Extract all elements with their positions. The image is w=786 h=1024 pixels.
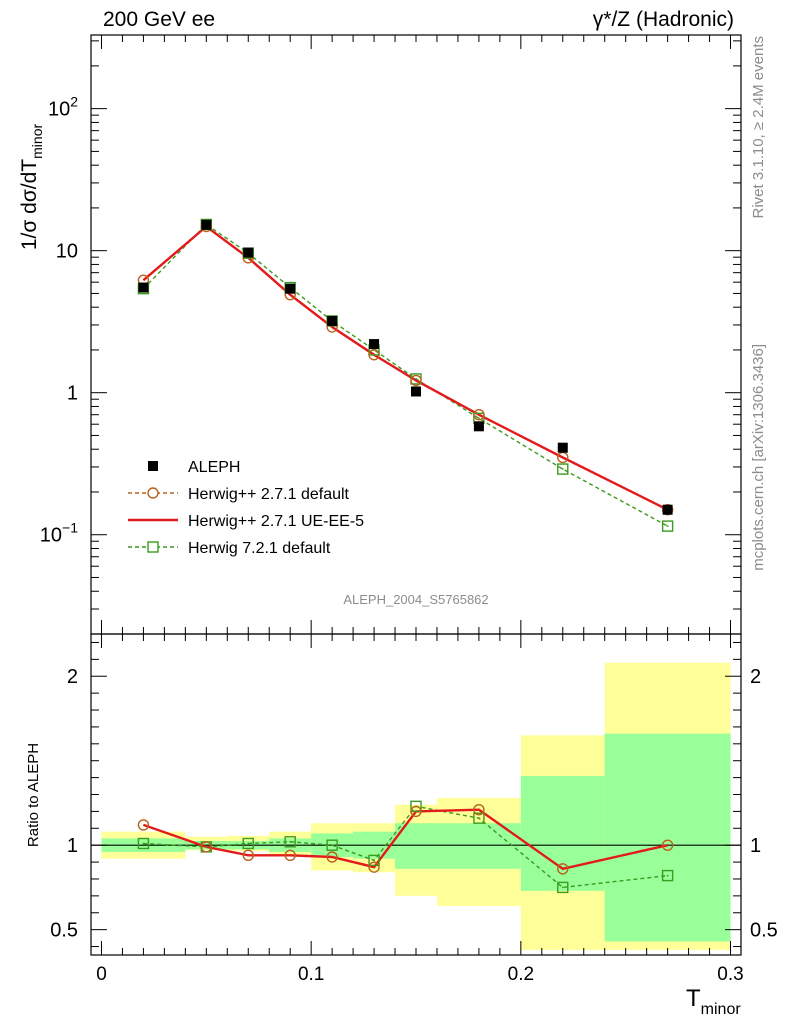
legend-label-aleph: ALEPH [188, 459, 240, 476]
ratio-point-herwig-default [661, 839, 674, 851]
main-point-herwig721-dot [666, 525, 669, 528]
rivet-label: Rivet 3.1.10, ≥ 2.4M events [750, 36, 767, 219]
main-ylabel: 1/σ dσ/dTminor [18, 124, 45, 251]
ratio-ytick-label-right: 2 [750, 666, 761, 688]
main-ytick-label: 10−1 [40, 520, 78, 547]
ratio-ylabel: Ratio to ALEPH [25, 743, 42, 847]
main-point-herwig721 [557, 463, 569, 475]
ratio-ytick-label-right: 0.5 [750, 920, 778, 942]
xlabel-sub: minor [701, 1001, 742, 1018]
ratio-point-herwig-default [137, 819, 150, 831]
ratio-point-herwig721 [284, 836, 296, 848]
main-point-aleph [327, 315, 338, 326]
ratio-ytick-label: 2 [67, 666, 78, 688]
header-process: γ*/Z (Hadronic) [593, 8, 734, 31]
ratio-point-herwig721-dot [205, 845, 208, 848]
main-point-aleph [662, 504, 673, 515]
ratio-line-herwig-ueee5 [143, 808, 668, 871]
ratio-point-herwig-default [557, 863, 569, 875]
main-point-herwig-default [410, 374, 422, 387]
main-ytick-label: 10 [56, 241, 78, 263]
ratio-point-herwig-default [284, 849, 296, 862]
ratio-point-herwig-default [368, 861, 380, 873]
ratio-point-herwig721-dot [247, 842, 250, 845]
main-line-herwig-ueee5 [142, 224, 669, 511]
ratio-point-herwig-default [200, 841, 213, 853]
xlabel-text: T [686, 985, 701, 1012]
main-line-herwig721 [142, 223, 668, 527]
main-ytick-label: 1 [67, 383, 78, 405]
main-point-aleph [369, 339, 380, 350]
legend-marker-herwig721 [147, 541, 159, 553]
main-ylabel-text: 1/σ dσ/dT [18, 159, 41, 250]
legend-marker-aleph [148, 461, 158, 471]
main-point-aleph [243, 247, 254, 258]
ratio-point-herwig721 [242, 837, 254, 850]
ratio-point-herwig-default [410, 805, 422, 818]
legend-label-herwig721: Herwig 7.2.1 default [188, 540, 331, 557]
main-point-herwig-default [368, 349, 380, 361]
svg-text:1/σ dσ/dTminor: 1/σ dσ/dTminor [18, 124, 45, 251]
ratio-ytick-label: 0.5 [50, 920, 78, 942]
legend-label-herwig_default: Herwig++ 2.7.1 default [188, 486, 350, 503]
ratio-point-herwig721 [557, 881, 569, 894]
main-panel: 10−1 1 10 102 [40, 34, 742, 635]
ratio-point-herwig-default [473, 804, 485, 816]
ratio-point-herwig721 [410, 800, 422, 813]
main-point-aleph [138, 282, 149, 293]
ratio-point-herwig721-dot [373, 859, 375, 862]
ratio-point-herwig721-dot [289, 840, 292, 843]
ratio-point-herwig721 [661, 869, 674, 882]
mcplots-label: mcplots.cern.ch [arXiv:1306.3436] [750, 344, 767, 571]
ratio-panel: 0 0.1 0.2 0.3 0.5 0.5 1 1 2 2 [50, 633, 778, 985]
ratio-point-herwig721-dot [561, 886, 564, 889]
main-ylabel-sub: minor [29, 124, 45, 159]
xtick-label: 0.3 [717, 964, 743, 985]
ratio-point-herwig721-dot [142, 842, 145, 845]
ratio-point-herwig721 [473, 812, 485, 824]
legend-label-herwig_ueee5: Herwig++ 2.7.1 UE-EE-5 [188, 513, 364, 530]
ratio-point-herwig721-dot [666, 874, 669, 877]
main-point-aleph [201, 219, 212, 230]
header-energy: 200 GeV ee [103, 8, 215, 31]
legend: ALEPH Herwig++ 2.7.1 default Herwig++ 2.7.… [128, 459, 364, 557]
ratio-ytick-label: 1 [67, 835, 78, 857]
ratio-ytick-label-right: 1 [750, 835, 761, 857]
ratio-point-herwig721-dot [478, 817, 480, 820]
legend-marker-herwig-default [147, 487, 159, 499]
xtick-label: 0.2 [508, 964, 534, 985]
xtick-label: 0.1 [298, 964, 324, 985]
main-point-herwig721-dot [415, 378, 417, 380]
main-point-herwig-default [473, 408, 485, 421]
main-point-herwig721-dot [478, 417, 480, 420]
main-point-aleph [473, 421, 484, 432]
ratio-band-inner-9 [604, 733, 731, 942]
xtick-label: 0 [96, 964, 107, 985]
xlabel: Tminor [686, 985, 741, 1018]
ratio-point-herwig721 [137, 837, 150, 850]
ratio-point-herwig721 [368, 854, 380, 867]
ratio-band-inner-8 [520, 775, 605, 891]
main-point-aleph [557, 442, 568, 453]
ratio-point-herwig-default [242, 849, 254, 862]
watermark: ALEPH_2004_S5765862 [343, 592, 488, 607]
ratio-point-herwig721 [326, 839, 338, 851]
main-point-herwig721 [661, 520, 674, 532]
ratio-point-herwig-default [326, 851, 338, 863]
main-ytick-label: 102 [48, 94, 78, 121]
main-point-herwig721-dot [561, 468, 564, 470]
ratio-line-herwig721 [143, 805, 668, 889]
ratio-point-herwig721-dot [331, 844, 334, 847]
main-point-aleph [411, 386, 421, 397]
main-point-aleph [285, 283, 296, 294]
